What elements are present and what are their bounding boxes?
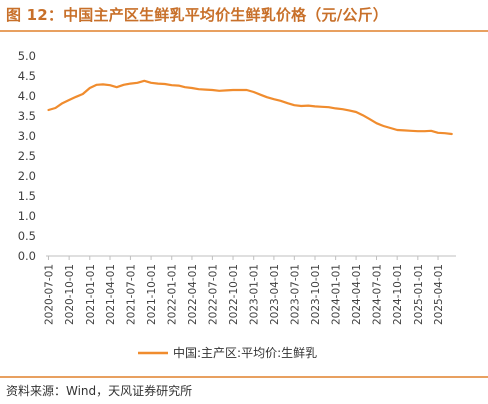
y-tick-label: 0.0: [18, 249, 36, 263]
x-tick-label: 2023-07-01: [289, 264, 301, 325]
x-tick-label: 2024-04-01: [351, 264, 363, 325]
y-tick-label: 2.0: [18, 169, 36, 183]
x-tick-label: 2020-07-01: [43, 264, 55, 325]
x-axis: 2020-07-01 2020-10-01 2021-01-01 2021-04-01…: [43, 255, 456, 325]
x-tick-label: 2021-07-01: [125, 264, 137, 325]
x-tick-label: 2023-04-01: [269, 264, 281, 325]
x-tick-label: 2024-10-01: [392, 264, 404, 325]
y-tick-label: 3.5: [18, 109, 36, 123]
x-tick-label: 2024-01-01: [331, 264, 343, 325]
legend-label: 中国:主产区:平均价:生鲜乳: [173, 345, 317, 360]
legend: 中国:主产区:平均价:生鲜乳: [138, 345, 317, 360]
x-tick-label: 2022-10-01: [228, 264, 240, 325]
y-tick-label: 0.5: [18, 229, 36, 243]
y-tick-label: 1.5: [18, 189, 36, 203]
title-divider: [0, 30, 488, 32]
x-tick-label: 2023-01-01: [249, 264, 261, 325]
x-tick-label: 2022-07-01: [207, 264, 219, 325]
y-tick-label: 4.5: [18, 69, 36, 83]
y-tick-label: 2.5: [18, 149, 36, 163]
line-chart: 0.0 0.5 1.0 1.5 2.0 2.5 3.0 3.5 4.0 4.5 5.0 2020-0…: [18, 49, 456, 360]
x-tick-label: 2021-10-01: [146, 264, 158, 325]
x-tick-label: 2022-04-01: [187, 264, 199, 325]
y-tick-label: 5.0: [18, 49, 36, 63]
x-tick-label: 2025-04-01: [433, 264, 445, 325]
y-axis: 0.0 0.5 1.0 1.5 2.0 2.5 3.0 3.5 4.0 4.5 5.0: [18, 49, 36, 263]
x-tick-label: 2020-10-01: [64, 264, 76, 325]
series-line: [47, 79, 453, 136]
y-tick-label: 3.0: [18, 129, 36, 143]
series-layer: [47, 79, 453, 136]
x-tick-label: 2022-01-01: [167, 264, 179, 325]
x-tick-label: 2025-01-01: [413, 264, 425, 325]
x-tick-label: 2023-10-01: [310, 264, 322, 325]
y-tick-label: 4.0: [18, 89, 36, 103]
source-note: 资料来源：Wind，天风证券研究所: [6, 384, 193, 398]
chart-title: 图 12：中国主产区生鲜乳平均价生鲜乳价格（元/公斤）: [6, 6, 388, 24]
x-tick-label: 2024-07-01: [372, 264, 384, 325]
x-tick-label: 2021-04-01: [105, 264, 117, 325]
footer-divider: [0, 376, 488, 378]
y-tick-label: 1.0: [18, 209, 36, 223]
x-tick-label: 2021-01-01: [85, 264, 97, 325]
